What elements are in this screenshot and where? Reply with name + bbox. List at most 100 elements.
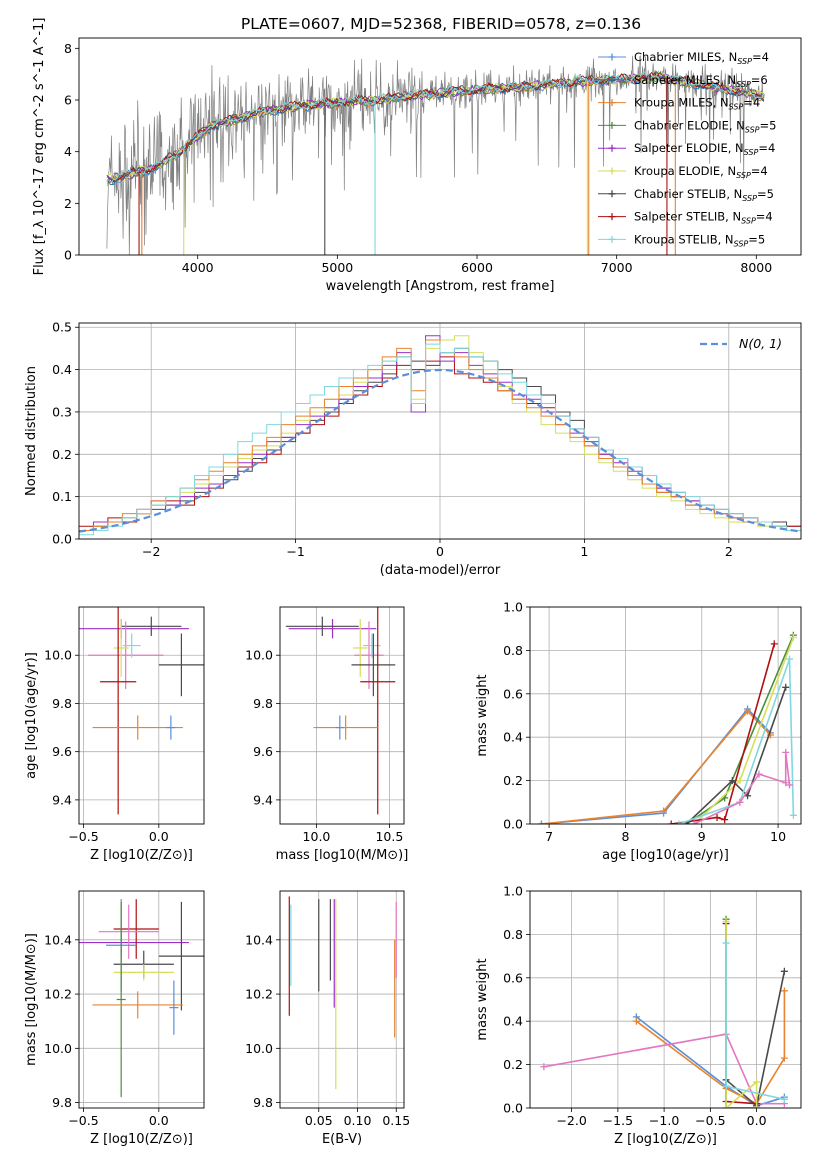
errorbar-point: [351, 633, 396, 697]
errorbar-point: [113, 964, 174, 981]
errorbar-point: [100, 607, 137, 815]
residuals-xtick-label: 0: [436, 544, 444, 559]
legend-label: Kroupa STELIB, NSSP=5: [634, 232, 765, 248]
legend-label-tail: =4: [756, 210, 773, 224]
model-spectrum-line: [106, 71, 765, 183]
legend-label-tail: =5: [760, 118, 777, 132]
mass_vs_Z-ytick-label: 10.2: [44, 987, 72, 1002]
massweight_vs_Z-xtick-label: −1.0: [649, 1113, 679, 1128]
legend-label: Chabrier MILES, NSSP=4: [634, 50, 769, 66]
legend-label-main: Chabrier MILES, N: [634, 50, 737, 64]
legend-marker: [608, 190, 616, 198]
age_vs_Z-xtick-label: 0.0: [149, 829, 169, 844]
mass_vs_Z-xtick-label: 0.0: [149, 1113, 169, 1128]
massweight_vs_age-ytick-label: 0.8: [503, 643, 523, 658]
spectrum-ytick-label: 8: [64, 41, 72, 56]
model-spectrum-line: [106, 71, 765, 183]
weight-series-marker: [780, 987, 788, 995]
massweight_vs_Z-ytick-label: 0.4: [503, 1014, 523, 1029]
age_vs_mass-panel: 10.0 10.5 9.4 9.6 9.8 10.0 mass [log10(M/M⊙)]: [245, 606, 409, 863]
weight-series: [537, 707, 774, 824]
massweight_vs_age-ytick-label: 0.4: [503, 730, 523, 745]
spectrum-ytick-label: 6: [64, 93, 72, 108]
weight-series: [682, 631, 797, 824]
weight-series: [675, 655, 797, 824]
legend-label-main: Salpeter MILES, N: [634, 73, 736, 87]
legend-label-subscript: SSP: [741, 217, 756, 226]
mass_vs_EBV-ytick-label: 10.4: [245, 932, 273, 947]
weight-series-marker: [782, 683, 790, 691]
residuals-ytick-label: 0.4: [52, 362, 72, 377]
massweight_vs_Z-xtick-label: −1.5: [603, 1113, 633, 1128]
weight-series-marker: [780, 1095, 788, 1103]
residuals-xtick-label: −2: [142, 544, 160, 559]
weight-series-marker: [713, 813, 721, 821]
age_vs_Z-ytick-label: 10.0: [44, 648, 72, 663]
weight-series-line: [541, 707, 772, 824]
residuals-xtick-label: 2: [725, 544, 733, 559]
massweight_vs_Z-xtick-label: −0.5: [695, 1113, 725, 1128]
residuals-ytick-label: 0.5: [52, 320, 72, 335]
age_vs_mass-frame: [279, 606, 405, 825]
mass_vs_Z-panel: −0.5 0.0 9.8 10.0 10.2 10.4 Z [log10(Z/Z⊙)] mas…: [24, 890, 205, 1147]
spectrum-frame: [78, 37, 802, 256]
weight-series-marker: [780, 967, 788, 975]
weight-series-marker: [690, 820, 698, 824]
errorbar-point: [335, 715, 345, 740]
age_vs_Z-plot-area: [79, 607, 204, 815]
mass_vs_Z-ytick-label: 10.4: [44, 932, 72, 947]
errorbar-point: [360, 607, 396, 815]
residuals-plot-area: [79, 335, 801, 536]
age_vs_Z-frame: [78, 606, 205, 825]
massweight_vs_Z-ylabel: mass weight: [475, 958, 490, 1040]
age_vs_mass-ytick-label: 9.6: [253, 744, 273, 759]
weight-series-marker: [755, 770, 763, 778]
legend-label-main: Salpeter STELIB, N: [634, 210, 741, 224]
weight-series: [690, 748, 794, 824]
residuals-ytick-label: 0.2: [52, 447, 72, 462]
mass_vs_EBV-frame: [279, 890, 405, 1109]
age_vs_mass-plot-area: [285, 607, 396, 815]
errorbar-point: [313, 715, 378, 740]
errorbar-point: [288, 619, 377, 639]
legend-label-main: Kroupa STELIB, N: [634, 232, 734, 246]
massweight_vs_age-panel: 7 8 9 10 0.0 0.2 0.4 0.6 0.8 1.0 age [log10(age/yr…: [475, 600, 802, 863]
massweight_vs_age-xlabel: age [log10(age/yr)]: [602, 848, 729, 863]
legend-label-subscript: SSP: [742, 194, 757, 203]
weight-series-marker: [789, 633, 797, 641]
residuals-ylabel: Normed distribution: [24, 366, 39, 496]
massweight_vs_age-xtick-label: 8: [621, 829, 629, 844]
errorbar-point: [121, 616, 182, 636]
errorbar-point: [122, 633, 141, 658]
errorbar-point: [354, 621, 384, 689]
residuals-xlabel: (data-model)/error: [380, 563, 501, 578]
spectrum-ytick-label: 4: [64, 144, 72, 159]
spectrum-xtick-label: 5000: [321, 260, 353, 275]
errorbar-point: [98, 904, 159, 959]
weight-series-line: [725, 921, 758, 1108]
weight-series-line: [685, 687, 787, 824]
weight-series-marker: [736, 777, 744, 785]
legend-label: Kroupa MILES, NSSP=4: [634, 96, 760, 112]
age_vs_mass-xlabel: mass [log10(M/M⊙)]: [276, 848, 409, 863]
legend-label: Kroupa ELODIE, NSSP=4: [634, 164, 768, 180]
massweight_vs_age-ytick-label: 0.6: [503, 686, 523, 701]
residuals-xtick-label: −1: [286, 544, 304, 559]
weight-series-marker: [721, 816, 729, 824]
legend-label-tail: =6: [751, 73, 768, 87]
mass_vs_EBV-panel: 0.05 0.10 0.15 9.8 10.0 10.2 10.4 E(B-V): [245, 890, 410, 1147]
mass_vs_Z-xtick-label: −0.5: [68, 1113, 98, 1128]
massweight_vs_Z-xtick-label: 0.0: [747, 1113, 767, 1128]
spectrum-ylabel: Flux [f_λ 10^-17 erg cm^-2 s^-1 A^-1]: [32, 18, 47, 276]
spectrum-ytick-label: 2: [64, 196, 72, 211]
age_vs_mass-xtick-label: 10.5: [375, 829, 403, 844]
weight-series-line: [543, 1033, 785, 1105]
legend-label: Salpeter ELODIE, NSSP=4: [634, 141, 775, 157]
residuals-ytick-label: 0.1: [52, 489, 72, 504]
residuals-xtick-label: 1: [580, 544, 588, 559]
legend-label-subscript: SSP: [737, 57, 752, 66]
age_vs_Z-xtick-label: −0.5: [68, 829, 98, 844]
histogram-step-line: [79, 335, 801, 532]
